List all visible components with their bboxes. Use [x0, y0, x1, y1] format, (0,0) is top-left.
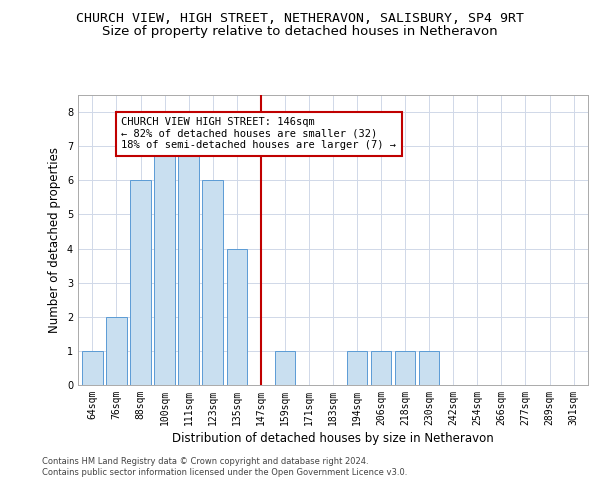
Bar — [275, 351, 295, 385]
Y-axis label: Number of detached properties: Number of detached properties — [49, 147, 61, 333]
Bar — [178, 146, 199, 385]
X-axis label: Distribution of detached houses by size in Netheravon: Distribution of detached houses by size … — [172, 432, 494, 445]
Bar — [395, 351, 415, 385]
Bar — [371, 351, 391, 385]
Bar — [419, 351, 439, 385]
Bar — [347, 351, 367, 385]
Text: Size of property relative to detached houses in Netheravon: Size of property relative to detached ho… — [102, 25, 498, 38]
Bar — [130, 180, 151, 385]
Bar — [82, 351, 103, 385]
Bar — [154, 146, 175, 385]
Bar — [106, 317, 127, 385]
Bar — [227, 248, 247, 385]
Text: CHURCH VIEW, HIGH STREET, NETHERAVON, SALISBURY, SP4 9RT: CHURCH VIEW, HIGH STREET, NETHERAVON, SA… — [76, 12, 524, 26]
Text: Contains HM Land Registry data © Crown copyright and database right 2024.
Contai: Contains HM Land Registry data © Crown c… — [42, 458, 407, 477]
Text: CHURCH VIEW HIGH STREET: 146sqm
← 82% of detached houses are smaller (32)
18% of: CHURCH VIEW HIGH STREET: 146sqm ← 82% of… — [121, 117, 397, 150]
Bar — [202, 180, 223, 385]
